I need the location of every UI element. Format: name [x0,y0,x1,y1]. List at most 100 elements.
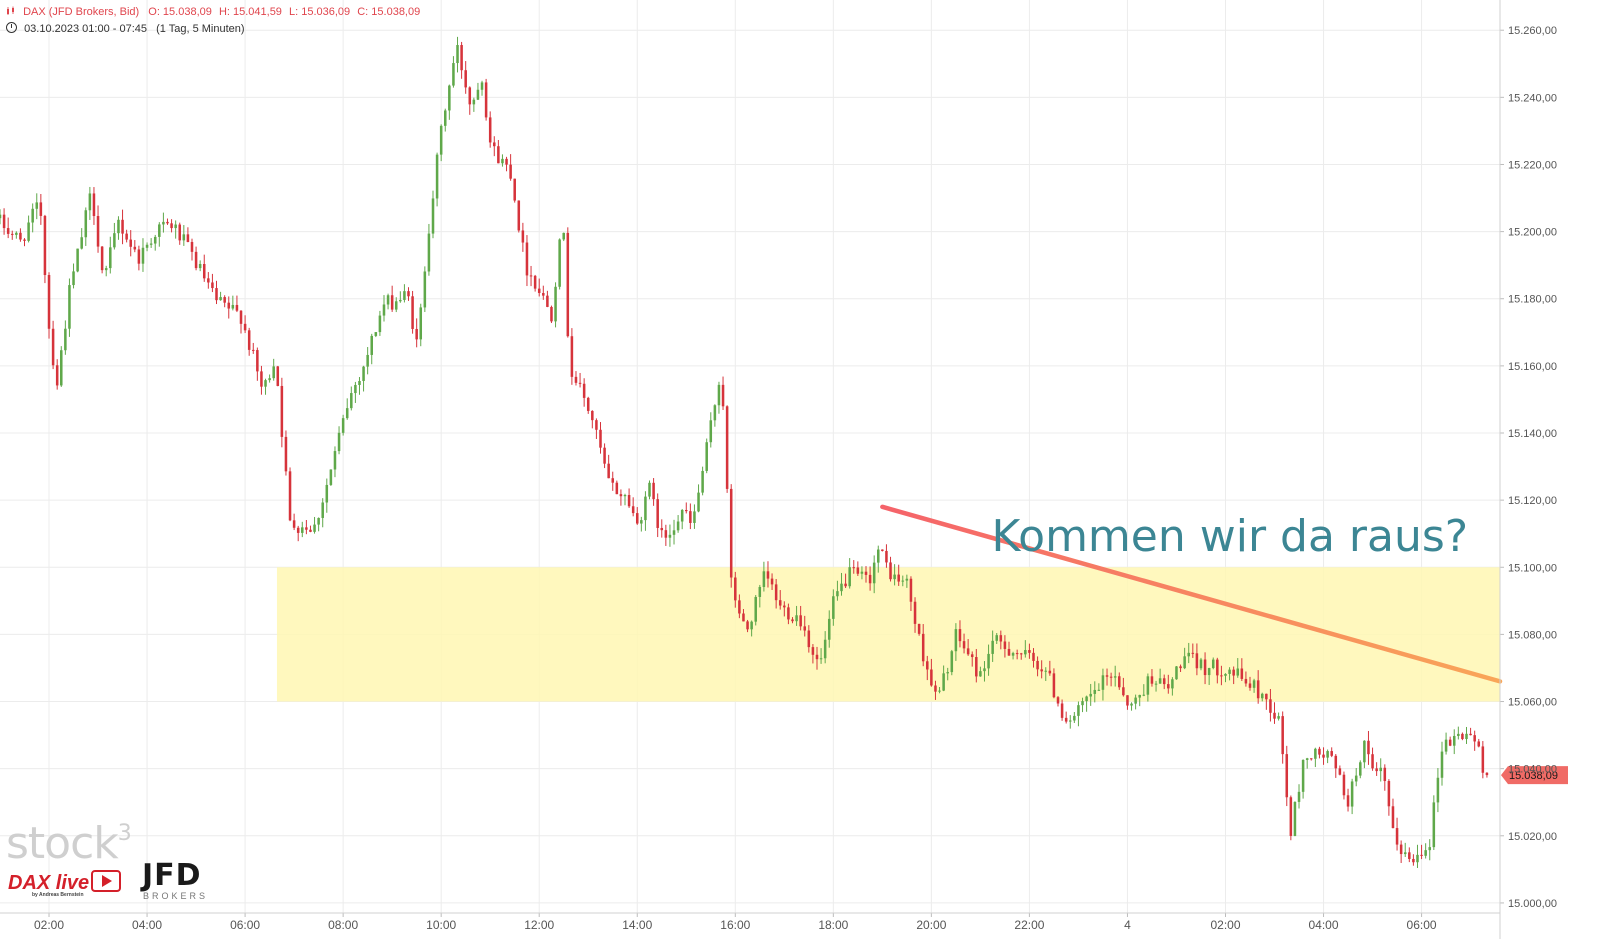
candle[interactable] [1485,772,1489,778]
candle[interactable] [954,623,958,661]
candle[interactable] [243,315,247,334]
candle[interactable] [207,272,210,289]
candle[interactable] [80,228,83,250]
candle[interactable] [272,358,275,381]
candle[interactable] [987,644,990,676]
candle[interactable] [640,516,643,532]
candle[interactable] [239,310,243,334]
candle[interactable] [1408,847,1411,863]
candle[interactable] [435,152,439,207]
candle[interactable] [109,236,112,274]
candle[interactable] [145,242,149,252]
candle[interactable] [1403,842,1407,858]
candle[interactable] [472,97,476,112]
candle[interactable] [709,412,713,448]
candle[interactable] [394,297,398,313]
candle[interactable] [292,513,296,531]
candle[interactable] [1167,674,1170,694]
candle[interactable] [162,212,165,233]
candle[interactable] [1350,778,1354,815]
candle[interactable] [231,295,235,311]
candle[interactable] [31,203,34,233]
candle[interactable] [129,230,132,257]
candle[interactable] [975,648,978,683]
candle[interactable] [750,620,753,637]
candle[interactable] [946,667,949,681]
candle[interactable] [656,493,659,538]
candle[interactable] [1134,694,1137,710]
candle[interactable] [770,573,774,590]
candle[interactable] [431,190,435,239]
candle[interactable] [96,205,100,253]
candle[interactable] [35,193,39,220]
candle[interactable] [1028,643,1031,659]
candle[interactable] [505,156,508,172]
candle[interactable] [701,466,704,496]
candle[interactable] [1387,779,1391,816]
candle[interactable] [558,238,561,290]
candle[interactable] [247,327,251,356]
candle[interactable] [885,544,888,568]
candle[interactable] [1191,643,1195,658]
candle[interactable] [860,566,864,580]
candle[interactable] [1113,665,1117,687]
candle[interactable] [149,238,153,248]
candle[interactable] [345,398,349,420]
candle[interactable] [607,454,610,479]
candle[interactable] [1416,844,1419,868]
candle[interactable] [39,194,43,225]
candle[interactable] [141,238,145,272]
candle[interactable] [72,263,75,289]
candle[interactable] [901,575,905,587]
candle[interactable] [664,524,668,546]
candle[interactable] [611,471,615,491]
candle[interactable] [1326,749,1329,764]
candle[interactable] [390,285,394,312]
candle[interactable] [591,410,594,429]
candle[interactable] [550,305,553,324]
candle[interactable] [6,217,10,239]
candle[interactable] [574,371,578,386]
candle[interactable] [644,491,647,531]
candle[interactable] [341,414,345,436]
candle[interactable] [615,480,619,495]
candle[interactable] [1330,747,1333,758]
candle[interactable] [807,625,811,653]
candle[interactable] [603,443,606,469]
candle[interactable] [1399,840,1403,863]
candle[interactable] [1109,672,1113,687]
candle[interactable] [215,280,218,305]
candle[interactable] [1428,839,1432,861]
candle[interactable] [1142,684,1146,697]
candle[interactable] [1363,740,1366,769]
candle[interactable] [554,282,557,328]
candle[interactable] [301,521,304,538]
candle[interactable] [227,296,231,319]
candle[interactable] [774,579,778,609]
support-zone[interactable] [276,567,1500,702]
candle[interactable] [260,365,263,395]
candle[interactable] [113,222,116,250]
candle[interactable] [1277,712,1280,721]
candle[interactable] [1412,854,1415,866]
candle[interactable] [513,178,516,203]
candle[interactable] [1207,667,1211,685]
candle[interactable] [958,620,962,648]
candle[interactable] [962,633,966,654]
candle[interactable] [1305,757,1309,769]
candle[interactable] [1318,746,1321,759]
candle[interactable] [754,595,757,626]
candle[interactable] [631,497,635,517]
candle[interactable] [995,633,998,645]
candle[interactable] [133,240,137,253]
candle[interactable] [186,227,190,243]
candle[interactable] [1040,660,1043,679]
candle[interactable] [1236,658,1240,678]
candle[interactable] [121,209,124,245]
candle[interactable] [1260,692,1264,702]
candle[interactable] [386,293,390,310]
candle[interactable] [1354,767,1358,787]
candle[interactable] [1138,694,1141,707]
candle[interactable] [1424,843,1427,859]
candle[interactable] [827,610,831,648]
